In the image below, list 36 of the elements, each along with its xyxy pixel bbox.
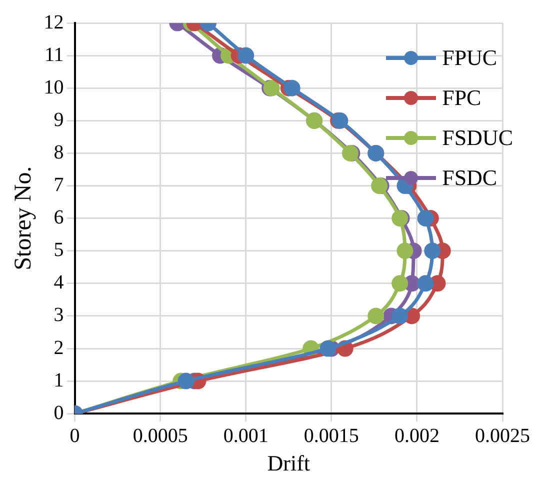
y-tick-label: 12 [44, 11, 64, 34]
y-tick-label: 7 [54, 174, 64, 196]
y-tick-label: 0 [54, 402, 64, 424]
y-tick-label: 2 [54, 336, 64, 359]
y-tick-label: 3 [54, 304, 64, 326]
y-tick-label: 6 [54, 206, 64, 229]
y-tick-label: 1 [54, 369, 64, 392]
point [417, 275, 434, 292]
point [392, 275, 408, 292]
point [424, 242, 441, 260]
x-tick-label: 0.002 [394, 424, 440, 447]
y-tick-label: 9 [54, 108, 64, 131]
legend-label: FPUC [442, 45, 498, 71]
x-tick-label: 0.0025 [475, 424, 530, 447]
x-tick-label: 0.0015 [304, 424, 359, 447]
point [392, 308, 408, 324]
y-axis-title: Storey No. [10, 166, 37, 270]
y-tick-label: 8 [54, 141, 64, 164]
point [284, 80, 300, 96]
y-tick-label: 10 [44, 76, 64, 98]
x-axis-title: Drift [267, 450, 310, 476]
legend-label: FSDUC [442, 125, 513, 151]
y-tick-label: 11 [44, 44, 64, 66]
point [178, 372, 194, 390]
point [238, 47, 254, 64]
point [417, 210, 434, 227]
y-tick-label: 5 [54, 239, 64, 262]
point [320, 340, 336, 357]
y-tick-label: 4 [54, 272, 64, 294]
x-tick-label: 0 [70, 424, 80, 447]
legend-label: FPC [442, 85, 482, 111]
x-tick-label: 0.001 [223, 424, 268, 447]
x-tick-label: 0.0005 [132, 424, 188, 447]
point [396, 242, 414, 260]
point [368, 308, 384, 324]
legend-label: FSDC [442, 165, 498, 191]
